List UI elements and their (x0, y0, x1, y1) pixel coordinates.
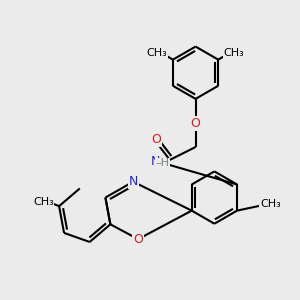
Text: N: N (150, 155, 160, 168)
Text: –H: –H (156, 158, 170, 168)
Text: CH₃: CH₃ (260, 200, 281, 209)
Text: CH₃: CH₃ (224, 48, 244, 58)
Text: CH₃: CH₃ (33, 197, 54, 207)
Text: O: O (133, 233, 143, 246)
Text: O: O (190, 117, 200, 130)
Text: O: O (151, 133, 161, 146)
Text: N: N (128, 175, 138, 188)
Text: CH₃: CH₃ (147, 48, 167, 58)
